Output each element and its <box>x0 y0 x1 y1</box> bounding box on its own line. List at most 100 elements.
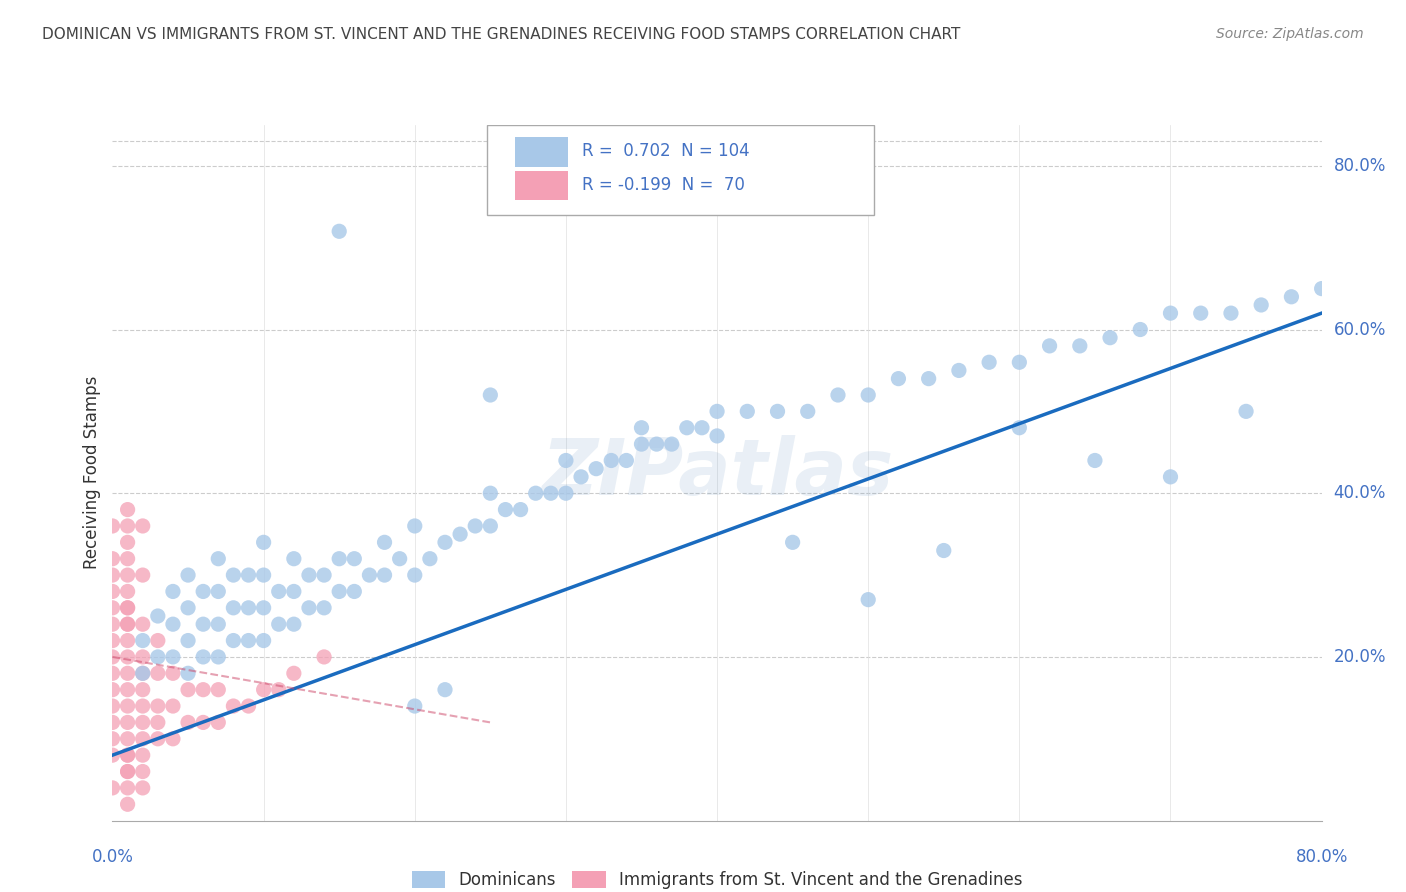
Point <box>569 470 592 484</box>
Point <box>117 600 139 615</box>
Point <box>132 617 155 632</box>
Point <box>191 617 214 632</box>
Point <box>117 748 139 763</box>
Point <box>404 568 426 582</box>
Legend: Dominicans, Immigrants from St. Vincent and the Grenadines: Dominicans, Immigrants from St. Vincent … <box>405 864 1029 892</box>
Point <box>479 519 502 533</box>
Text: DOMINICAN VS IMMIGRANTS FROM ST. VINCENT AND THE GRENADINES RECEIVING FOOD STAMP: DOMINICAN VS IMMIGRANTS FROM ST. VINCENT… <box>42 27 960 42</box>
Point <box>283 666 305 681</box>
Point <box>207 551 229 566</box>
Point <box>433 682 456 697</box>
Point <box>782 535 804 549</box>
Point <box>856 388 880 402</box>
Point <box>101 649 124 664</box>
Point <box>630 437 652 451</box>
Point <box>283 551 305 566</box>
Point <box>238 600 260 615</box>
Point <box>132 666 155 681</box>
Point <box>540 486 562 500</box>
Point <box>132 764 155 779</box>
Point <box>616 453 638 467</box>
Point <box>948 363 970 377</box>
Point <box>222 600 245 615</box>
Text: R =  0.702  N = 104: R = 0.702 N = 104 <box>582 143 749 161</box>
Point <box>101 748 124 763</box>
Point <box>464 519 486 533</box>
Point <box>1038 339 1062 353</box>
Point <box>932 543 955 558</box>
Point <box>191 715 214 730</box>
Point <box>1250 298 1272 312</box>
Point <box>132 568 155 582</box>
Point <box>343 584 366 599</box>
Point <box>177 682 200 697</box>
Point <box>117 764 139 779</box>
Point <box>600 453 623 467</box>
Y-axis label: Receiving Food Stamps: Receiving Food Stamps <box>83 376 101 569</box>
Point <box>585 461 607 475</box>
Point <box>101 715 124 730</box>
Point <box>117 666 139 681</box>
Point <box>479 388 502 402</box>
Point <box>117 617 139 632</box>
Point <box>1220 306 1243 320</box>
Point <box>1008 421 1031 435</box>
Point <box>101 584 124 599</box>
Point <box>1159 470 1181 484</box>
Point <box>101 731 124 746</box>
Text: 80.0%: 80.0% <box>1334 157 1386 175</box>
Point <box>117 551 139 566</box>
Point <box>314 568 336 582</box>
Point <box>207 715 229 730</box>
Point <box>222 568 245 582</box>
Point <box>132 731 155 746</box>
Point <box>374 568 396 582</box>
Point <box>328 551 350 566</box>
Point <box>117 568 139 582</box>
Point <box>1189 306 1212 320</box>
Point <box>267 617 290 632</box>
Point <box>177 666 200 681</box>
Point <box>314 649 336 664</box>
Point <box>101 699 124 714</box>
Point <box>207 682 229 697</box>
Text: 40.0%: 40.0% <box>1334 484 1386 502</box>
Point <box>191 649 214 664</box>
Point <box>117 649 139 664</box>
Point <box>177 715 200 730</box>
Point <box>449 527 471 541</box>
Point <box>283 584 305 599</box>
Point <box>827 388 849 402</box>
Point <box>101 617 124 632</box>
Point <box>132 519 155 533</box>
Point <box>238 699 260 714</box>
Point <box>101 519 124 533</box>
Point <box>117 535 139 549</box>
Point <box>162 649 184 664</box>
Point <box>238 568 260 582</box>
Point <box>737 404 759 418</box>
Point <box>162 666 184 681</box>
Point <box>146 666 169 681</box>
Point <box>117 699 139 714</box>
Point <box>117 617 139 632</box>
Text: 20.0%: 20.0% <box>1334 648 1386 666</box>
Point <box>253 600 276 615</box>
Point <box>222 699 245 714</box>
Point <box>433 535 456 549</box>
Text: Source: ZipAtlas.com: Source: ZipAtlas.com <box>1216 27 1364 41</box>
Point <box>1008 355 1031 369</box>
Point <box>132 715 155 730</box>
Point <box>117 502 139 516</box>
Point <box>479 486 502 500</box>
Point <box>117 633 139 648</box>
Point <box>117 600 139 615</box>
Point <box>132 699 155 714</box>
Point <box>177 600 200 615</box>
Point <box>766 404 789 418</box>
Point <box>298 568 321 582</box>
Point <box>404 519 426 533</box>
Point <box>706 429 728 443</box>
Point <box>554 486 576 500</box>
Point <box>101 780 124 795</box>
